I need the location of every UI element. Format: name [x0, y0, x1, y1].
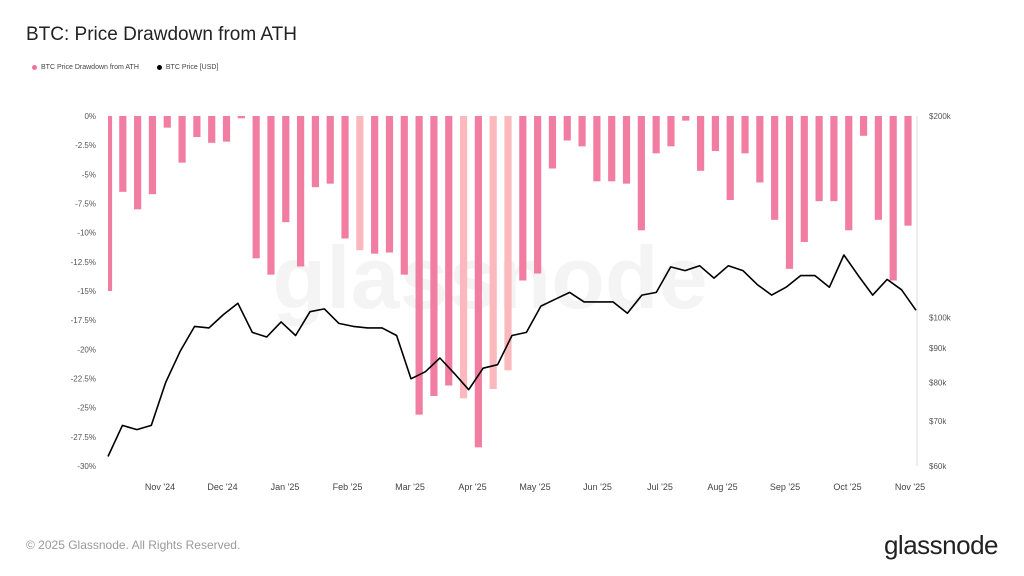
drawdown-bar[interactable]: [326, 116, 334, 184]
x-tick-label: Sep '25: [770, 482, 800, 492]
y-right-tick-label: $80k: [929, 378, 947, 387]
y-right-tick-label: $60k: [929, 462, 947, 471]
drawdown-bar[interactable]: [785, 116, 794, 269]
drawdown-bar[interactable]: [548, 116, 557, 169]
drawdown-bar[interactable]: [889, 116, 897, 281]
drawdown-bar[interactable]: [296, 116, 305, 267]
drawdown-bar[interactable]: [578, 116, 586, 147]
legend-swatch-price: [156, 65, 162, 70]
drawdown-bar[interactable]: [904, 116, 912, 226]
drawdown-bar[interactable]: [311, 116, 320, 188]
chart-title: BTC: Price Drawdown from ATH: [26, 24, 297, 45]
drawdown-bar[interactable]: [563, 116, 571, 141]
drawdown-bar[interactable]: [593, 116, 601, 182]
y-left-tick-label: -20%: [77, 345, 96, 354]
glassnode-logo: glassnode: [883, 530, 999, 560]
x-tick-label: Nov '24: [145, 482, 175, 492]
y-right-tick-label: $200k: [929, 112, 952, 121]
x-tick-label: Aug '25: [707, 482, 737, 492]
x-tick-label: Oct '25: [833, 482, 861, 492]
drawdown-bar[interactable]: [415, 116, 423, 415]
y-left-tick-label: 0%: [84, 112, 96, 121]
drawdown-bar[interactable]: [504, 116, 512, 371]
x-tick-label: Jul '25: [647, 482, 673, 492]
drawdown-bar[interactable]: [459, 116, 468, 399]
drawdown-bar[interactable]: [119, 116, 127, 192]
drawdown-bar[interactable]: [845, 116, 853, 231]
drawdown-bar[interactable]: [267, 116, 275, 275]
y-left-tick-label: -2.5%: [75, 141, 96, 150]
drawdown-bar[interactable]: [430, 116, 438, 396]
drawdown-bar[interactable]: [356, 116, 364, 251]
legend-item-drawdown[interactable]: BTC Price Drawdown from ATH: [32, 64, 139, 71]
drawdown-bar[interactable]: [237, 116, 245, 119]
legend-label-price: BTC Price [USD]: [165, 64, 219, 71]
drawdown-bar[interactable]: [371, 116, 379, 254]
drawdown-bar[interactable]: [874, 116, 882, 220]
drawdown-bar[interactable]: [608, 116, 616, 182]
y-left-tick-label: -30%: [77, 462, 96, 471]
y-right-tick-label: $100k: [929, 314, 952, 323]
y-left-tick-label: -10%: [77, 229, 96, 238]
drawdown-bar[interactable]: [667, 116, 675, 147]
drawdown-bar[interactable]: [815, 116, 823, 202]
chart-legend: BTC Price Drawdown from ATH BTC Price [U…: [32, 64, 218, 71]
drawdown-bar[interactable]: [800, 116, 808, 242]
drawdown-bar[interactable]: [282, 116, 290, 223]
drawdown-bar[interactable]: [445, 116, 453, 386]
legend-item-price[interactable]: BTC Price [USD]: [156, 64, 219, 71]
drawdown-bar[interactable]: [489, 116, 497, 389]
drawdown-bar[interactable]: [474, 116, 482, 448]
y-left-tick-label: -5%: [82, 170, 96, 179]
btc-price-line[interactable]: [107, 254, 917, 457]
drawdown-bar[interactable]: [193, 116, 201, 137]
y-left-tick-label: -7.5%: [75, 200, 96, 209]
drawdown-bar[interactable]: [771, 116, 779, 220]
drawdown-bar[interactable]: [756, 116, 764, 183]
x-tick-label: Jun '25: [583, 482, 612, 492]
drawdown-bar[interactable]: [134, 116, 142, 210]
y-left-tick-label: -15%: [77, 287, 96, 296]
drawdown-bar[interactable]: [222, 116, 231, 142]
y-right-tick-label: $70k: [929, 417, 947, 426]
y-right-tick-label: $90k: [929, 344, 947, 353]
drawdown-bar[interactable]: [622, 116, 631, 184]
drawdown-bar[interactable]: [859, 116, 868, 136]
drawdown-bar[interactable]: [682, 116, 690, 121]
drawdown-bar[interactable]: [148, 116, 157, 195]
y-left-tick-label: -12.5%: [71, 258, 96, 267]
drawdown-bar[interactable]: [108, 116, 113, 291]
drawdown-bar[interactable]: [534, 116, 542, 274]
y-left-tick-label: -22.5%: [71, 375, 96, 384]
drawdown-bar[interactable]: [385, 116, 394, 253]
x-tick-label: Mar '25: [395, 482, 425, 492]
drawdown-bar[interactable]: [726, 116, 734, 200]
drawdown-bar[interactable]: [637, 116, 645, 231]
x-tick-label: Nov '25: [895, 482, 925, 492]
legend-label-drawdown: BTC Price Drawdown from ATH: [41, 64, 139, 71]
y-left-tick-label: -17.5%: [71, 316, 96, 325]
legend-swatch-drawdown: [32, 65, 37, 70]
y-left-tick-label: -25%: [77, 404, 96, 413]
drawdown-bar[interactable]: [711, 116, 720, 151]
drawdown-bar[interactable]: [830, 116, 838, 202]
drawdown-bar[interactable]: [341, 116, 349, 239]
x-tick-label: May '25: [519, 482, 550, 492]
drawdown-bar[interactable]: [163, 116, 171, 128]
y-left-tick-label: -27.5%: [71, 433, 96, 442]
drawdown-bar[interactable]: [519, 116, 527, 281]
drawdown-bar[interactable]: [400, 116, 408, 275]
x-tick-label: Feb '25: [333, 482, 363, 492]
drawdown-bar[interactable]: [741, 116, 749, 154]
x-tick-label: Apr '25: [458, 482, 486, 492]
x-tick-label: Jan '25: [271, 482, 300, 492]
drawdown-bar[interactable]: [178, 116, 186, 163]
drawdown-bar[interactable]: [252, 116, 260, 259]
drawdown-bar[interactable]: [696, 116, 705, 171]
x-tick-label: Dec '24: [207, 482, 237, 492]
drawdown-bar[interactable]: [208, 116, 216, 143]
drawdown-bar[interactable]: [652, 116, 660, 154]
copyright-text: © 2025 Glassnode. All Rights Reserved.: [26, 538, 241, 552]
